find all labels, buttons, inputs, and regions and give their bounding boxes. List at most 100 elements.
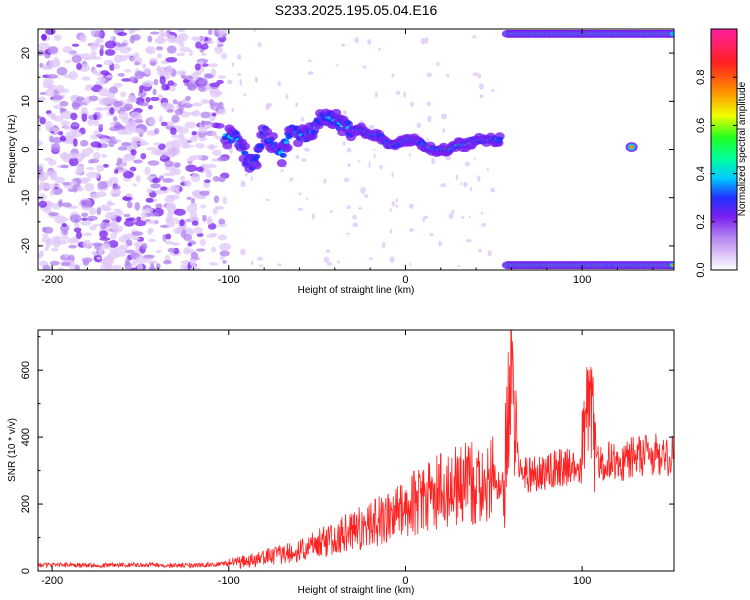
spectrogram-blob <box>72 184 78 193</box>
spectrogram-blob <box>146 260 158 264</box>
spectrogram-blob <box>416 122 421 129</box>
spectrogram-blob <box>80 106 88 115</box>
spectrogram-blob <box>251 260 254 265</box>
spectrogram-blob <box>60 261 71 267</box>
spectrogram-blob <box>57 130 64 136</box>
spectrogram-blob <box>56 267 65 270</box>
snr-x-label: Height of straight line (km) <box>298 585 415 596</box>
spectrogram-blob <box>38 125 42 132</box>
spectrogram-y-tick-label: 10 <box>20 95 32 107</box>
spectrogram-blob <box>193 226 203 235</box>
spectrogram-blob <box>113 82 123 88</box>
spectrogram-blob <box>56 67 68 76</box>
spectrogram-blob <box>167 154 176 158</box>
spectrogram-blob <box>113 169 119 174</box>
spectrogram-blob <box>157 38 165 42</box>
spectrogram-x-tick-label: 100 <box>573 274 591 286</box>
spectrogram-blob <box>134 220 147 227</box>
spectrogram-blob <box>325 249 331 254</box>
spectrogram-blob <box>179 219 185 227</box>
spectrogram-blob <box>206 145 218 149</box>
spectrogram-blob <box>80 152 90 158</box>
spectrogram-blob <box>126 120 137 127</box>
spectrogram-blob <box>104 49 116 56</box>
spectrogram-blob <box>239 79 242 86</box>
spectrogram-blob <box>186 196 192 200</box>
spectrogram-blob <box>379 164 383 170</box>
spectrogram-blob <box>149 31 160 35</box>
spectrogram-blob <box>92 152 101 160</box>
spectrogram-blob <box>368 124 375 130</box>
spectrogram-blob <box>50 114 55 120</box>
spectrogram-blob <box>395 204 399 208</box>
spectrogram-blob <box>276 159 287 168</box>
spectrogram-blob <box>63 253 69 258</box>
spectrogram-blob <box>120 91 127 98</box>
spectrogram-blob <box>38 163 44 171</box>
spectrogram-blob <box>423 215 428 220</box>
spectrogram-blob <box>463 181 468 188</box>
spectrogram-blob <box>671 263 674 267</box>
spectrogram-blob <box>52 235 62 240</box>
spectrogram-blob <box>455 174 459 181</box>
spectrogram-blob <box>54 176 66 184</box>
spectrogram-blob <box>76 163 85 173</box>
spectrogram-blob <box>182 103 193 109</box>
spectrogram-blob <box>305 197 309 200</box>
spectrogram-blob <box>178 32 189 42</box>
spectrogram-blob <box>104 40 117 49</box>
spectrogram-blob <box>39 171 49 181</box>
spectrogram-blob <box>217 29 228 35</box>
spectrogram-blob <box>159 76 166 85</box>
spectrogram-blob <box>79 33 87 43</box>
spectrogram-y-tick-label: -10 <box>20 190 32 206</box>
spectrogram-blob <box>99 137 110 144</box>
spectrogram-blob <box>115 210 124 216</box>
spectrogram-blob <box>143 67 152 75</box>
spectrogram-blob <box>68 244 77 249</box>
spectrogram-blob <box>93 130 101 136</box>
spectrogram-blob <box>188 155 196 162</box>
spectrogram-blob <box>142 80 155 87</box>
spectrogram-blob <box>96 164 105 172</box>
spectrogram-blob <box>300 158 307 162</box>
spectrogram-blob <box>86 171 98 179</box>
spectrogram-blob <box>156 53 163 59</box>
spectrogram-blob <box>120 142 132 147</box>
spectrogram-blob <box>282 143 293 152</box>
spectrogram-blob <box>477 175 481 182</box>
snr-series-line <box>38 330 674 569</box>
spectrogram-blob <box>307 59 312 63</box>
spectrogram-blob <box>216 43 224 47</box>
spectrogram-blob <box>156 46 164 51</box>
spectrogram-blob <box>88 207 97 215</box>
spectrogram-blob <box>125 193 133 198</box>
snr-frame <box>37 329 675 572</box>
colorbar-tick-label: 0.6 <box>695 118 707 133</box>
spectrogram-blob <box>216 79 224 85</box>
spectrogram-blob <box>81 201 92 208</box>
spectrogram-blob <box>166 220 176 228</box>
colorbar-tick-label: 0.0 <box>695 262 707 277</box>
spectrogram-blob <box>134 202 141 211</box>
spectrogram-blob <box>342 141 346 146</box>
spectrogram-blob <box>116 139 122 143</box>
spectrogram-blob <box>389 228 393 234</box>
spectrogram-blob <box>153 78 159 86</box>
spectrogram-blob <box>185 164 198 173</box>
spectrogram-blob <box>167 121 175 127</box>
spectrogram-blob <box>344 120 352 126</box>
spectrogram-blob <box>67 237 78 244</box>
spectrogram-blob <box>38 200 48 208</box>
spectrogram-blob <box>81 177 92 183</box>
spectrogram-blob <box>72 100 84 108</box>
spectrogram-blob <box>82 239 92 249</box>
spectrogram-blob <box>436 61 440 67</box>
spectrogram-blob <box>104 213 116 220</box>
spectrogram-blob <box>156 65 161 72</box>
spectrogram-blob <box>240 248 246 256</box>
spectrogram-blob <box>60 108 67 112</box>
spectrogram-blob <box>108 176 119 185</box>
spectrogram-blob <box>466 239 472 243</box>
spectrogram-blob <box>110 231 117 240</box>
